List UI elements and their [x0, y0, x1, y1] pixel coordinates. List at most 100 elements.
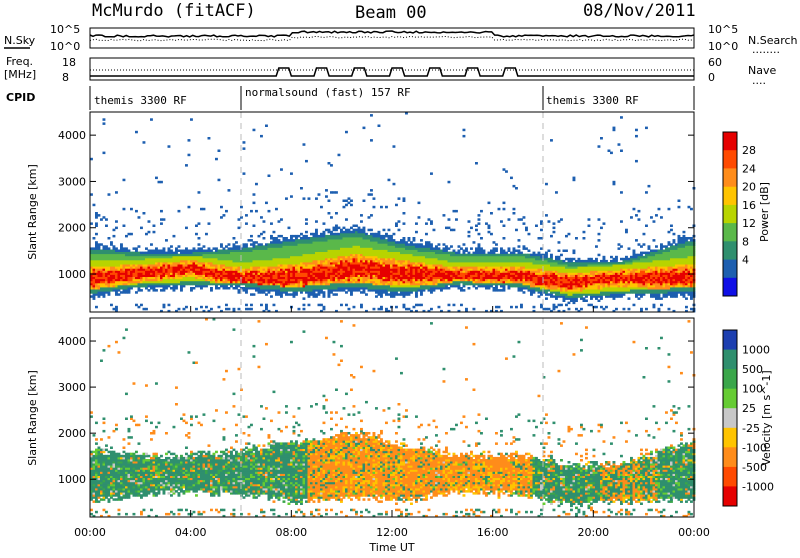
heatmap-cell — [265, 202, 268, 205]
heatmap-cell — [525, 247, 528, 250]
heatmap-cell — [345, 131, 348, 134]
heatmap-cell — [560, 304, 563, 307]
heatmap-cell — [185, 306, 188, 309]
heatmap-cell — [115, 306, 118, 309]
heatmap-cell — [135, 291, 138, 294]
heatmap-cell — [228, 308, 231, 311]
heatmap-cell — [540, 304, 543, 307]
heatmap-cell — [200, 306, 203, 309]
heatmap-cell — [558, 256, 561, 258]
heatmap-cell — [263, 231, 266, 234]
heatmap-cell — [228, 189, 231, 192]
heatmap-cell — [370, 139, 373, 142]
heatmap-cell — [548, 308, 551, 311]
heatmap-cell — [103, 122, 106, 125]
heatmap-cell — [293, 235, 296, 238]
heatmap-cell — [230, 247, 233, 250]
heatmap-cell — [155, 177, 158, 180]
heatmap-cell — [568, 233, 571, 236]
heatmap-cell — [388, 235, 391, 238]
heatmap-cell — [563, 260, 566, 263]
nave-tick-top: 60 — [708, 56, 722, 69]
heatmap-cell — [300, 233, 303, 236]
heatmap-cell — [155, 247, 158, 250]
heatmap-cell — [315, 220, 318, 223]
heatmap-cell — [500, 247, 503, 250]
heatmap-cell — [323, 291, 326, 294]
heatmap-cell — [103, 216, 106, 219]
heatmap-cell — [188, 206, 191, 209]
power-panel: 1000200030004000 Slant Range [km] 282420… — [26, 112, 771, 312]
heatmap-cell — [380, 206, 383, 209]
heatmap-cell — [225, 308, 228, 311]
heatmap-cell — [115, 220, 118, 223]
heatmap-cell — [510, 252, 513, 255]
noise-left-label: N.Sky — [4, 34, 36, 47]
heatmap-cell — [93, 204, 96, 207]
cpid-segment-1: themis 3300 RF — [94, 94, 187, 107]
heatmap-cell — [560, 260, 563, 263]
heatmap-cell — [395, 306, 398, 309]
heatmap-cell — [403, 304, 406, 307]
heatmap-cell — [340, 229, 343, 232]
heatmap-cell — [528, 254, 531, 257]
heatmap-cell — [348, 308, 351, 311]
heatmap-cell — [210, 308, 213, 311]
heatmap-cell — [518, 245, 521, 248]
heatmap-cell — [338, 233, 341, 236]
heatmap-cell — [218, 306, 221, 309]
heatmap-cell — [123, 179, 126, 182]
heatmap-cell — [315, 197, 318, 200]
heatmap-cell — [505, 170, 508, 173]
heatmap-cell — [373, 206, 376, 209]
heatmap-cell — [153, 231, 156, 234]
heatmap-cell — [135, 247, 138, 250]
heatmap-cell — [98, 243, 101, 246]
heatmap-cell — [195, 233, 198, 236]
heatmap-cell — [558, 250, 561, 253]
heatmap-cell — [273, 237, 276, 240]
heatmap-cell — [568, 258, 571, 261]
noise-left-tick-bottom: 10^0 — [50, 40, 80, 53]
heatmap-cell — [460, 247, 463, 250]
heatmap-cell — [305, 222, 308, 225]
heatmap-cell — [138, 252, 141, 255]
heatmap-cell — [270, 295, 273, 298]
heatmap-cell — [285, 197, 288, 200]
heatmap-cell — [320, 233, 323, 236]
heatmap-cell — [398, 241, 401, 244]
heatmap-cell — [183, 250, 186, 253]
heatmap-cell — [413, 237, 416, 240]
heatmap-cell — [120, 291, 123, 294]
heatmap-cell — [198, 247, 201, 250]
heatmap-cell — [373, 233, 376, 236]
heatmap-cell — [128, 250, 131, 253]
heatmap-cell — [245, 222, 248, 225]
heatmap-cell — [145, 252, 148, 255]
heatmap-cell — [330, 191, 333, 194]
heatmap-cell — [215, 247, 218, 250]
heatmap-cell — [335, 191, 338, 194]
heatmap-cell — [548, 250, 551, 253]
heatmap-cell — [558, 241, 561, 244]
heatmap-cell — [485, 222, 488, 225]
heatmap-cell — [198, 222, 201, 225]
heatmap-cell — [543, 308, 546, 311]
heatmap-cell — [225, 304, 228, 307]
heatmap-cell — [268, 175, 271, 178]
heatmap-cell — [318, 304, 321, 307]
heatmap-cell — [468, 220, 471, 223]
heatmap-cell — [488, 202, 491, 205]
heatmap-cell — [395, 222, 398, 225]
heatmap-cell — [135, 131, 138, 134]
heatmap-cell — [503, 168, 506, 171]
heatmap-cell — [95, 212, 98, 215]
heatmap-cell — [553, 304, 556, 307]
heatmap-cell — [160, 181, 163, 184]
heatmap-cell — [475, 225, 478, 228]
heatmap-cell — [355, 225, 358, 228]
heatmap-cell — [503, 208, 506, 211]
heatmap-cell — [388, 229, 391, 232]
heatmap-cell — [475, 229, 478, 232]
heatmap-cell — [318, 235, 321, 238]
